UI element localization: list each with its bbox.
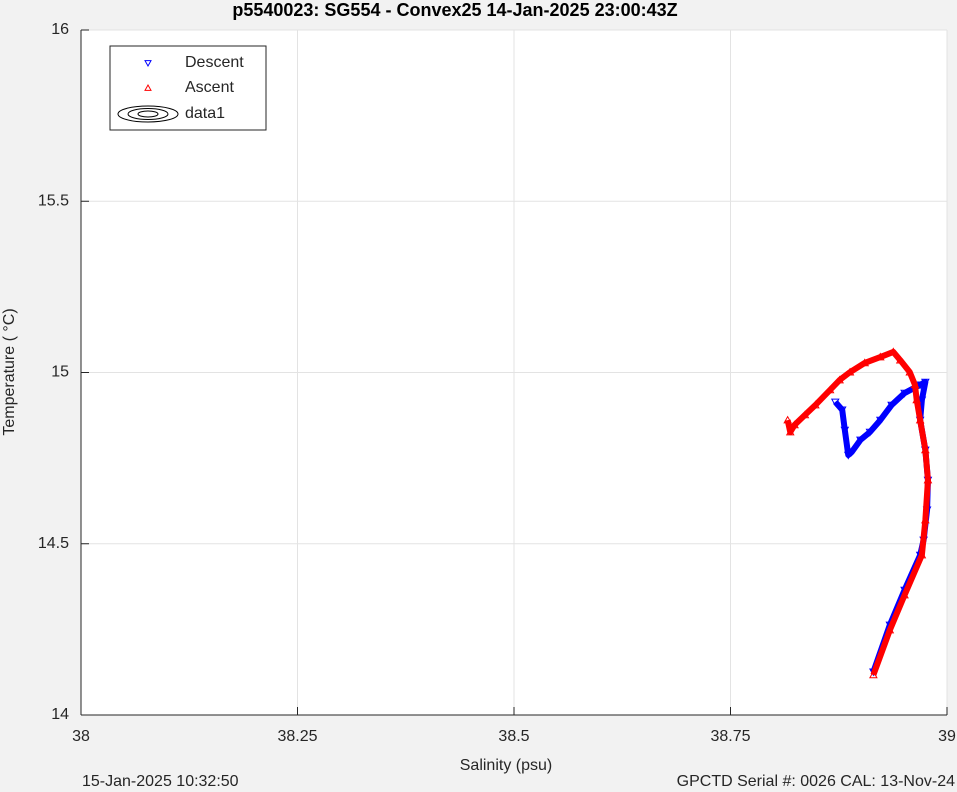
- x-tick-label: 38.5: [498, 728, 529, 745]
- data-point: [915, 415, 925, 424]
- x-tick-label: 38.25: [277, 728, 317, 745]
- data-point: [790, 420, 799, 429]
- data-point: [835, 375, 844, 384]
- data-point: [887, 401, 896, 410]
- data-point: [917, 396, 927, 405]
- legend-label: Descent: [185, 54, 244, 71]
- data-point: [830, 398, 840, 407]
- data-point: [847, 448, 857, 457]
- data-point: [840, 426, 850, 435]
- data-point: [917, 550, 927, 559]
- data-point: [865, 428, 875, 437]
- data-point: [921, 378, 930, 387]
- data-point: [888, 347, 898, 356]
- data-point: [923, 475, 933, 484]
- y-axis-label: Temperature ( °C): [1, 308, 18, 435]
- data-point: [825, 385, 835, 394]
- data-point: [856, 436, 865, 445]
- data-point: [800, 410, 810, 419]
- x-tick-label: 38.75: [710, 728, 750, 745]
- data-point: [905, 367, 915, 376]
- legend-label: Ascent: [185, 79, 234, 96]
- legend-box: [109, 45, 267, 131]
- series-trace: [784, 348, 931, 676]
- data-point: [895, 355, 905, 364]
- data-point: [837, 406, 847, 415]
- data-point: [811, 400, 820, 409]
- data-point: [900, 590, 909, 599]
- legend-contour-icon: [117, 105, 179, 123]
- data-point: [921, 445, 930, 454]
- chart-title: p5540023: SG554 - Convex25 14-Jan-2025 2…: [232, 0, 677, 20]
- y-tick-label: 14.5: [38, 535, 69, 552]
- data-point: [875, 352, 885, 361]
- y-tick-label: 15.5: [38, 192, 69, 209]
- x-axis-label: Salinity (psu): [460, 757, 552, 774]
- legend-contour-icon: [137, 110, 159, 118]
- footer-right: GPCTD Serial #: 0026 CAL: 13-Nov-24: [677, 773, 955, 790]
- data-point: [912, 395, 922, 404]
- y-tick-label: 14: [51, 706, 69, 723]
- data-point: [900, 389, 909, 398]
- data-point: [860, 358, 870, 367]
- legend-contour-icon: [127, 108, 169, 120]
- data-point: [843, 451, 853, 460]
- data-point: [921, 515, 930, 524]
- legend-marker: [144, 60, 152, 68]
- y-tick-label: 16: [51, 21, 69, 38]
- data-point: [783, 415, 793, 424]
- data-point: [875, 416, 885, 425]
- data-point: [869, 670, 878, 679]
- data-point: [785, 427, 795, 436]
- data-point: [845, 367, 855, 376]
- y-tick-label: 15: [51, 364, 69, 381]
- footer-left: 15-Jan-2025 10:32:50: [82, 773, 239, 790]
- legend-label: data1: [185, 105, 225, 122]
- data-point: [885, 625, 895, 634]
- x-tick-label: 38: [72, 728, 90, 745]
- data-point: [915, 381, 925, 390]
- data-point: [910, 380, 920, 389]
- legend-marker: [144, 83, 152, 91]
- x-tick-label: 39: [938, 728, 956, 745]
